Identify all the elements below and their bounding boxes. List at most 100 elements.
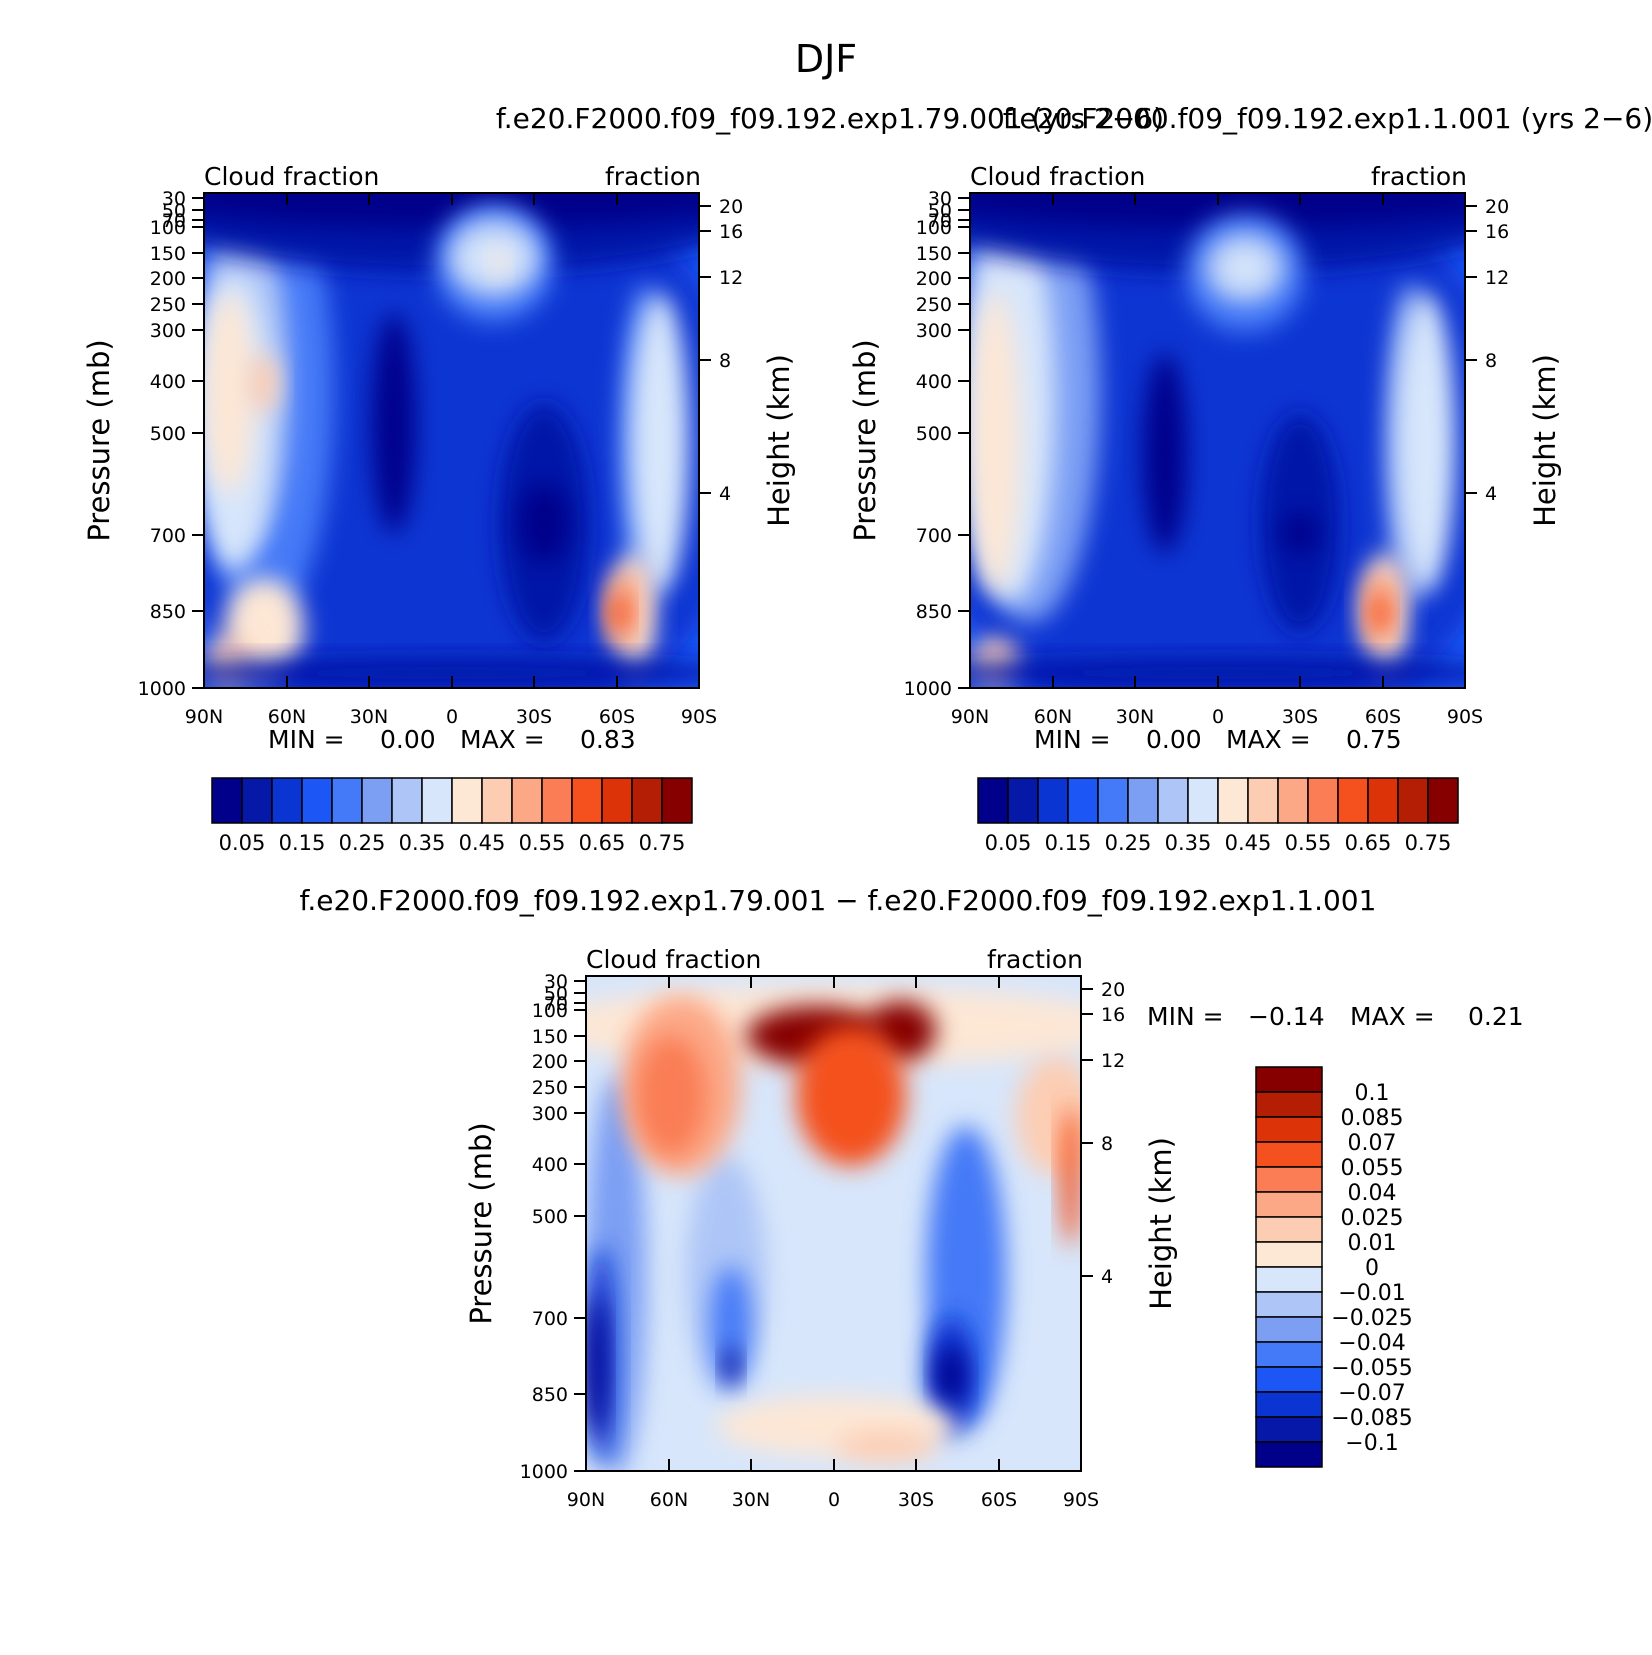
min-label: MIN = [1147, 1002, 1224, 1031]
y2-tick-label: 8 [1101, 1133, 1113, 1155]
y2-tick-label: 16 [719, 221, 743, 243]
colorbar-label: 0.55 [519, 831, 566, 855]
y-tick-label: 850 [150, 601, 186, 623]
contour-fill [586, 1296, 606, 1436]
colorbar-swatch [1255, 1141, 1323, 1168]
colorbar-label: 0.25 [1105, 831, 1152, 855]
y-axis-title: Pressure (mb) [848, 339, 882, 541]
colorbar-swatch [481, 777, 513, 824]
y-tick-label: 70 [928, 210, 952, 232]
colorbar-label: 0.35 [1165, 831, 1212, 855]
colorbar-label: 0.15 [279, 831, 326, 855]
colorbar-swatch [511, 777, 543, 824]
colorbar: 0.10.0850.070.0550.040.0250.010−0.01−0.0… [1255, 1066, 1413, 1468]
x-tick-label: 0 [1212, 706, 1224, 728]
y-tick-label: 100 [532, 1000, 568, 1022]
max-label: MAX = [1350, 1002, 1435, 1031]
colorbar-swatch [1255, 1066, 1323, 1093]
colorbar-label: 0.085 [1341, 1106, 1404, 1131]
colorbar-swatch [451, 777, 483, 824]
contour-fill [204, 193, 699, 228]
x-tick-label: 90N [185, 706, 223, 728]
contour-fill [1370, 593, 1390, 633]
y2-tick-label: 4 [719, 483, 731, 505]
contour-fill [609, 593, 629, 633]
y-tick-label: 30 [162, 188, 186, 210]
min-label: MIN = [1034, 725, 1111, 754]
right-label: fraction [605, 162, 701, 191]
panel-top-right: f.e20.F2000.f09_f09.192.exp1.1.001 (yrs … [848, 102, 1652, 855]
contour-fill [723, 1348, 739, 1384]
y-tick-label: 700 [532, 1308, 568, 1330]
right-label: fraction [1371, 162, 1467, 191]
y-tick-label: 400 [532, 1154, 568, 1176]
colorbar-label: 0.05 [219, 831, 266, 855]
y-tick-label: 400 [150, 371, 186, 393]
y-tick-label: 300 [150, 320, 186, 342]
colorbar-swatch [977, 777, 1009, 824]
colorbar-label: 0 [1365, 1256, 1379, 1281]
y-tick-label: 150 [916, 243, 952, 265]
y2-tick-label: 8 [719, 350, 731, 372]
y-tick-label: 150 [532, 1026, 568, 1048]
colorbar-label: 0.75 [639, 831, 686, 855]
x-tick-label: 0 [446, 706, 458, 728]
colorbar-swatch [1255, 1341, 1323, 1368]
colorbar-label: 0.25 [339, 831, 386, 855]
contour-fill [711, 1266, 751, 1386]
colorbar: 0.05 0.15 0.25 0.35 0.45 0.55 0.65 0.75 [211, 777, 693, 855]
y-tick-label: 70 [162, 210, 186, 232]
contour-fill [1220, 248, 1270, 288]
left-label: Cloud fraction [204, 162, 379, 191]
colorbar-swatch [1397, 777, 1429, 824]
y-tick-label: 700 [916, 525, 952, 547]
y-axis-title: Pressure (mb) [82, 339, 116, 541]
contour-fill [937, 1346, 965, 1406]
colorbar-swatch [631, 777, 663, 824]
colorbar-swatch [301, 777, 333, 824]
y-tick-label: 300 [916, 320, 952, 342]
y2-axis-title: Height (km) [762, 354, 796, 527]
y-tick-label: 150 [150, 243, 186, 265]
colorbar-swatch [1067, 777, 1099, 824]
colorbar-swatch [1255, 1366, 1323, 1393]
y-tick-label: 500 [916, 423, 952, 445]
colorbar-label: 0.15 [1045, 831, 1092, 855]
colorbar-label: 0.025 [1341, 1206, 1404, 1231]
colorbar-label: 0.55 [1285, 831, 1332, 855]
contour-fill [372, 313, 416, 533]
y2-tick-label: 12 [1101, 1050, 1125, 1072]
colorbar-swatch [1367, 777, 1399, 824]
panel-top-left: f.e20.F2000.f09_f09.192.exp1.79.001 (yrs… [82, 102, 1164, 855]
contour-fill [1061, 1106, 1081, 1246]
contour-fill [636, 1036, 706, 1156]
y-tick-label: 850 [916, 601, 952, 623]
colorbar-swatch [1255, 1316, 1323, 1343]
panel-title: f.e20.F2000.f09_f09.192.exp1.79.001 (yrs… [496, 102, 1164, 135]
y-tick-label: 50 [928, 200, 952, 222]
y2-axis-title: Height (km) [1144, 1137, 1178, 1310]
contour-field [204, 193, 699, 688]
y-tick-label: 250 [916, 294, 952, 316]
contour-fill [519, 483, 569, 563]
y-tick-label: 850 [532, 1384, 568, 1406]
colorbar-swatch [1217, 777, 1249, 824]
y2-axis-title: Height (km) [1528, 354, 1562, 527]
min-value: 0.00 [1146, 725, 1202, 754]
colorbar-label: −0.07 [1338, 1381, 1405, 1406]
colorbar-swatch [1157, 777, 1189, 824]
colorbar-label: 0.45 [1225, 831, 1272, 855]
y-tick-label: 200 [916, 268, 952, 290]
colorbar-swatch [1255, 1191, 1323, 1218]
y-tick-label: 250 [150, 294, 186, 316]
colorbar-swatch [1255, 1441, 1323, 1468]
x-tick-label: 90S [1447, 706, 1483, 728]
panel-title: f.e20.F2000.f09_f09.192.exp1.1.001 (yrs … [1003, 102, 1652, 135]
colorbar-swatch [1007, 777, 1039, 824]
y-tick-label: 500 [532, 1206, 568, 1228]
contour-fill [1143, 353, 1187, 553]
contour-fill [204, 293, 254, 493]
x-tick-label: 30N [350, 706, 388, 728]
y-tick-label: 200 [150, 268, 186, 290]
panel-bottom: f.e20.F2000.f09_f09.192.exp1.79.001 − f.… [300, 884, 1524, 1511]
